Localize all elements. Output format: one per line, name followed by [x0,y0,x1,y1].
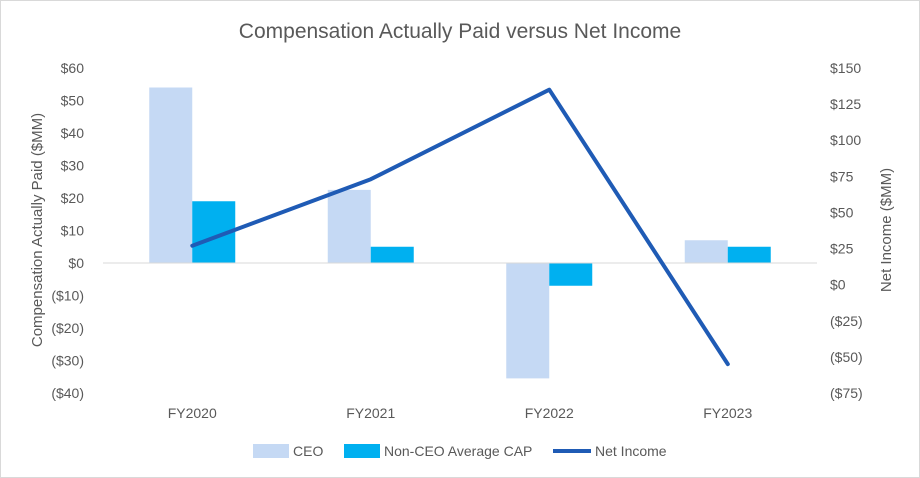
category-label: FY2020 [168,405,217,421]
right-tick-label: $25 [830,241,854,257]
right-tick-label: $75 [830,168,854,184]
category-labels: FY2020 FY2021 FY2022 FY2023 [168,405,753,421]
legend: CEO Non-CEO Average CAP Net Income [253,443,667,459]
left-tick-label: ($40) [51,385,84,401]
right-tick-label: $50 [830,204,854,220]
bar-non-ceo-average-cap [727,246,771,263]
left-axis-ticks: ($40) ($30) ($20) ($10) $0 $10 $20 $30 $40 $50 $60 [51,60,84,401]
right-tick-label: ($75) [830,385,863,401]
right-axis-title: Net Income ($MM) [878,168,895,292]
left-tick-label: $50 [61,93,85,109]
left-tick-label: $30 [61,158,85,174]
left-tick-label: $40 [61,125,85,141]
bar-ceo [149,87,193,263]
right-tick-label: $150 [830,60,861,76]
bar-series [149,87,771,379]
left-tick-label: $60 [61,60,85,76]
left-tick-label: $20 [61,190,85,206]
legend-label-ceo: CEO [293,443,323,459]
bar-non-ceo-average-cap [370,246,414,263]
bar-ceo [327,189,371,263]
bar-non-ceo-average-cap [549,263,593,286]
left-tick-label: ($20) [51,320,84,336]
line-net-income [190,87,730,367]
left-tick-label: ($10) [51,288,84,304]
right-tick-label: $125 [830,96,861,112]
right-axis-ticks: ($75) ($50) ($25) $0 $25 $50 $75 $100 $125 $150 [830,60,863,401]
category-label: FY2022 [525,405,574,421]
chart-title: Compensation Actually Paid versus Net In… [239,20,681,43]
category-label: FY2021 [346,405,395,421]
left-tick-label: ($30) [51,353,84,369]
legend-swatch-non-ceo-average-cap [344,444,380,458]
right-tick-label: ($25) [830,313,863,329]
right-tick-label: $100 [830,132,861,148]
bar-ceo [506,263,550,379]
bar-ceo [684,240,728,263]
left-tick-label: $10 [61,223,85,239]
category-label: FY2023 [703,405,752,421]
legend-label-non-ceo-average-cap: Non-CEO Average CAP [384,443,532,459]
line-series [190,87,730,367]
right-tick-label: $0 [830,277,846,293]
left-axis-title: Compensation Actually Paid ($MM) [29,113,46,347]
left-tick-label: $0 [68,255,84,271]
legend-swatch-ceo [253,444,289,458]
legend-label-net-income: Net Income [595,443,667,459]
right-tick-label: ($50) [830,349,863,365]
